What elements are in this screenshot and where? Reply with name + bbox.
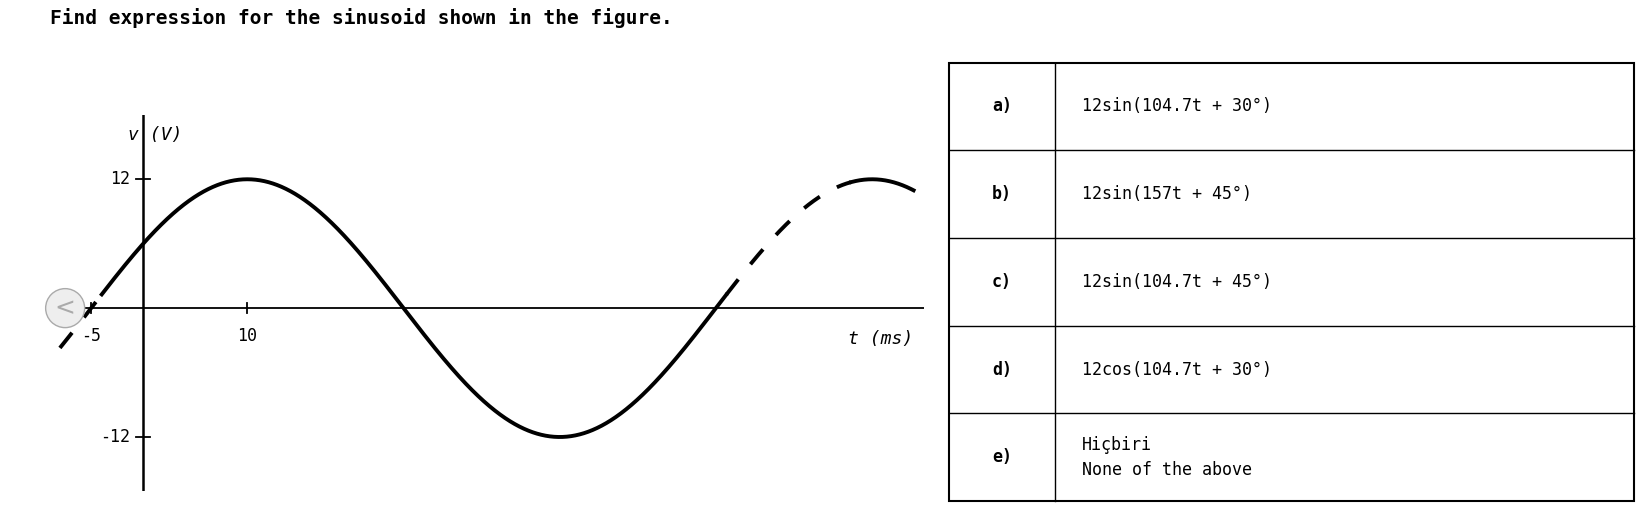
Text: b): b) — [992, 185, 1011, 203]
Text: 12sin(104.7t + 45°): 12sin(104.7t + 45°) — [1082, 273, 1272, 291]
Text: 12sin(104.7t + 30°): 12sin(104.7t + 30°) — [1082, 98, 1272, 115]
Text: t (ms): t (ms) — [848, 329, 914, 348]
Text: -5: -5 — [81, 327, 101, 346]
Text: d): d) — [992, 361, 1011, 378]
Text: e): e) — [992, 448, 1011, 466]
Text: c): c) — [992, 273, 1011, 291]
Text: -12: -12 — [99, 428, 130, 446]
Text: a): a) — [992, 98, 1011, 115]
Text: <: < — [54, 296, 76, 320]
Text: 12: 12 — [109, 170, 130, 188]
Text: Hiçbiri: Hiçbiri — [1082, 436, 1152, 454]
Text: 10: 10 — [238, 327, 257, 346]
Text: Find expression for the sinusoid shown in the figure.: Find expression for the sinusoid shown i… — [50, 8, 672, 28]
Text: None of the above: None of the above — [1082, 460, 1252, 479]
Text: 12sin(157t + 45°): 12sin(157t + 45°) — [1082, 185, 1252, 203]
Text: 12cos(104.7t + 30°): 12cos(104.7t + 30°) — [1082, 361, 1272, 378]
Text: v (V): v (V) — [127, 126, 182, 144]
